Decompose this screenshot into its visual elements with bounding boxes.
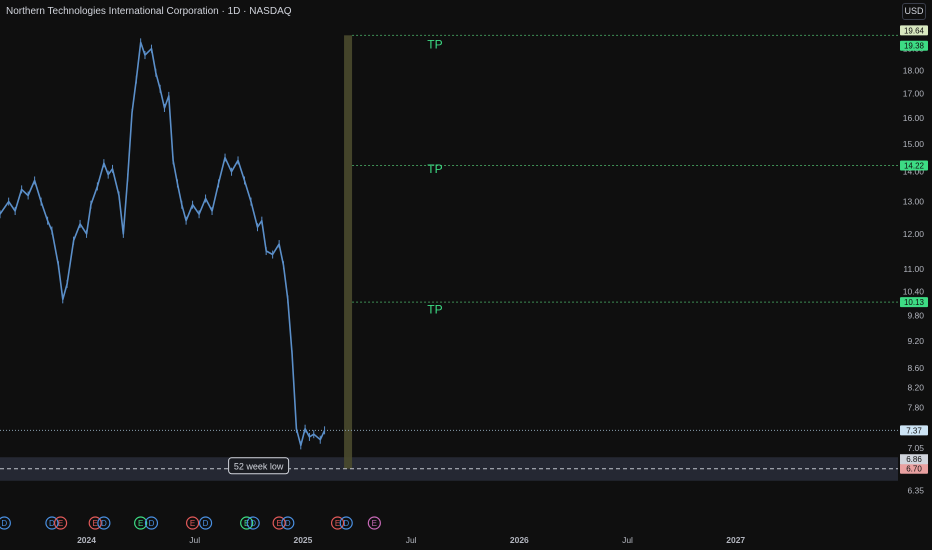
x-tick-label: 2027 [726,535,745,545]
event-marker [330,516,345,530]
event-marker-letter: D [49,519,55,528]
y-tick-label: 6.35 [907,485,924,495]
last-price-badge-text: 7.37 [906,426,922,435]
event-marker [240,516,254,530]
event-marker-letter: E [372,519,377,528]
last-price-badge [900,425,928,436]
y-tick-label: 8.60 [907,363,924,373]
event-marker-letter: E [190,519,195,528]
event-marker [272,516,286,530]
event-marker [144,516,159,530]
y-tick-label: 11.00 [903,264,924,274]
y-tick-label: 9.80 [907,310,924,320]
event-marker [97,516,111,530]
y-tick-label: 14.00 [903,167,925,177]
event-marker-letter: E [58,519,63,528]
tp-label: TP [427,162,442,176]
x-tick-label: Jul [406,535,417,545]
tp-label: TP [427,302,442,316]
low-callout-box [228,457,290,475]
event-marker-letter: D [285,519,291,528]
currency-button[interactable]: USD [902,3,926,20]
price-badge [900,160,928,171]
event-marker-letter: E [93,519,98,528]
event-marker-letter: D [250,519,256,528]
y-tick-label: 17.00 [903,88,925,98]
price-badge-text: 19.38 [904,42,925,51]
price-badge [900,25,928,36]
event-marker [0,516,11,530]
price-badge [900,40,928,51]
event-marker-letter: E [138,519,143,528]
y-tick-label: 15.00 [903,139,925,149]
chart-title: Northern Technologies International Corp… [6,6,292,17]
event-marker [134,516,148,530]
event-marker-letter: D [343,519,349,528]
y-tick-label: 10.40 [903,287,925,297]
y-tick-label: 16.00 [903,113,925,123]
event-marker [45,516,59,530]
y-tick-label: 9.20 [907,336,924,346]
x-tick-label: 2026 [510,535,529,545]
x-tick-label: Jul [189,535,200,545]
zone-badge [900,454,928,465]
y-tick-label: 7.80 [907,402,924,412]
event-marker [339,516,353,530]
y-tick-label: 8.20 [907,382,924,392]
x-tick-label: 2025 [293,535,312,545]
event-marker-letter: E [276,519,281,528]
price-badge-text: 10.13 [904,298,925,307]
event-marker [281,516,295,530]
x-tick-label: Jul [622,535,633,545]
event-marker-letter: E [335,519,340,528]
event-marker [246,516,260,530]
event-marker [367,516,381,530]
event-marker [198,516,213,530]
price-badge-text: 19.64 [904,26,925,35]
low-price-badge [900,463,928,474]
event-marker [185,516,200,530]
y-tick-label: 7.05 [907,443,924,453]
price-badge-text: 14.22 [904,161,925,170]
y-tick-label: 12.00 [903,229,925,239]
event-marker-letter: D [101,519,107,528]
event-marker [53,516,68,530]
y-tick-label: 13.00 [903,197,925,207]
event-marker-letter: D [203,519,209,528]
x-tick-label: 2024 [77,535,96,545]
tp-label: TP [427,38,442,52]
event-marker [88,516,102,530]
price-line [0,41,326,447]
low-price-badge-text: 6.70 [906,465,922,474]
price-badge [900,297,928,308]
event-marker-letter: D [149,519,155,528]
zone-badge-text: 6.86 [906,455,922,464]
low-callout-text: 52 week low [234,462,284,472]
y-tick-label: 18.00 [903,65,925,75]
event-marker-letter: D [1,519,7,528]
vertical-band [344,35,353,469]
